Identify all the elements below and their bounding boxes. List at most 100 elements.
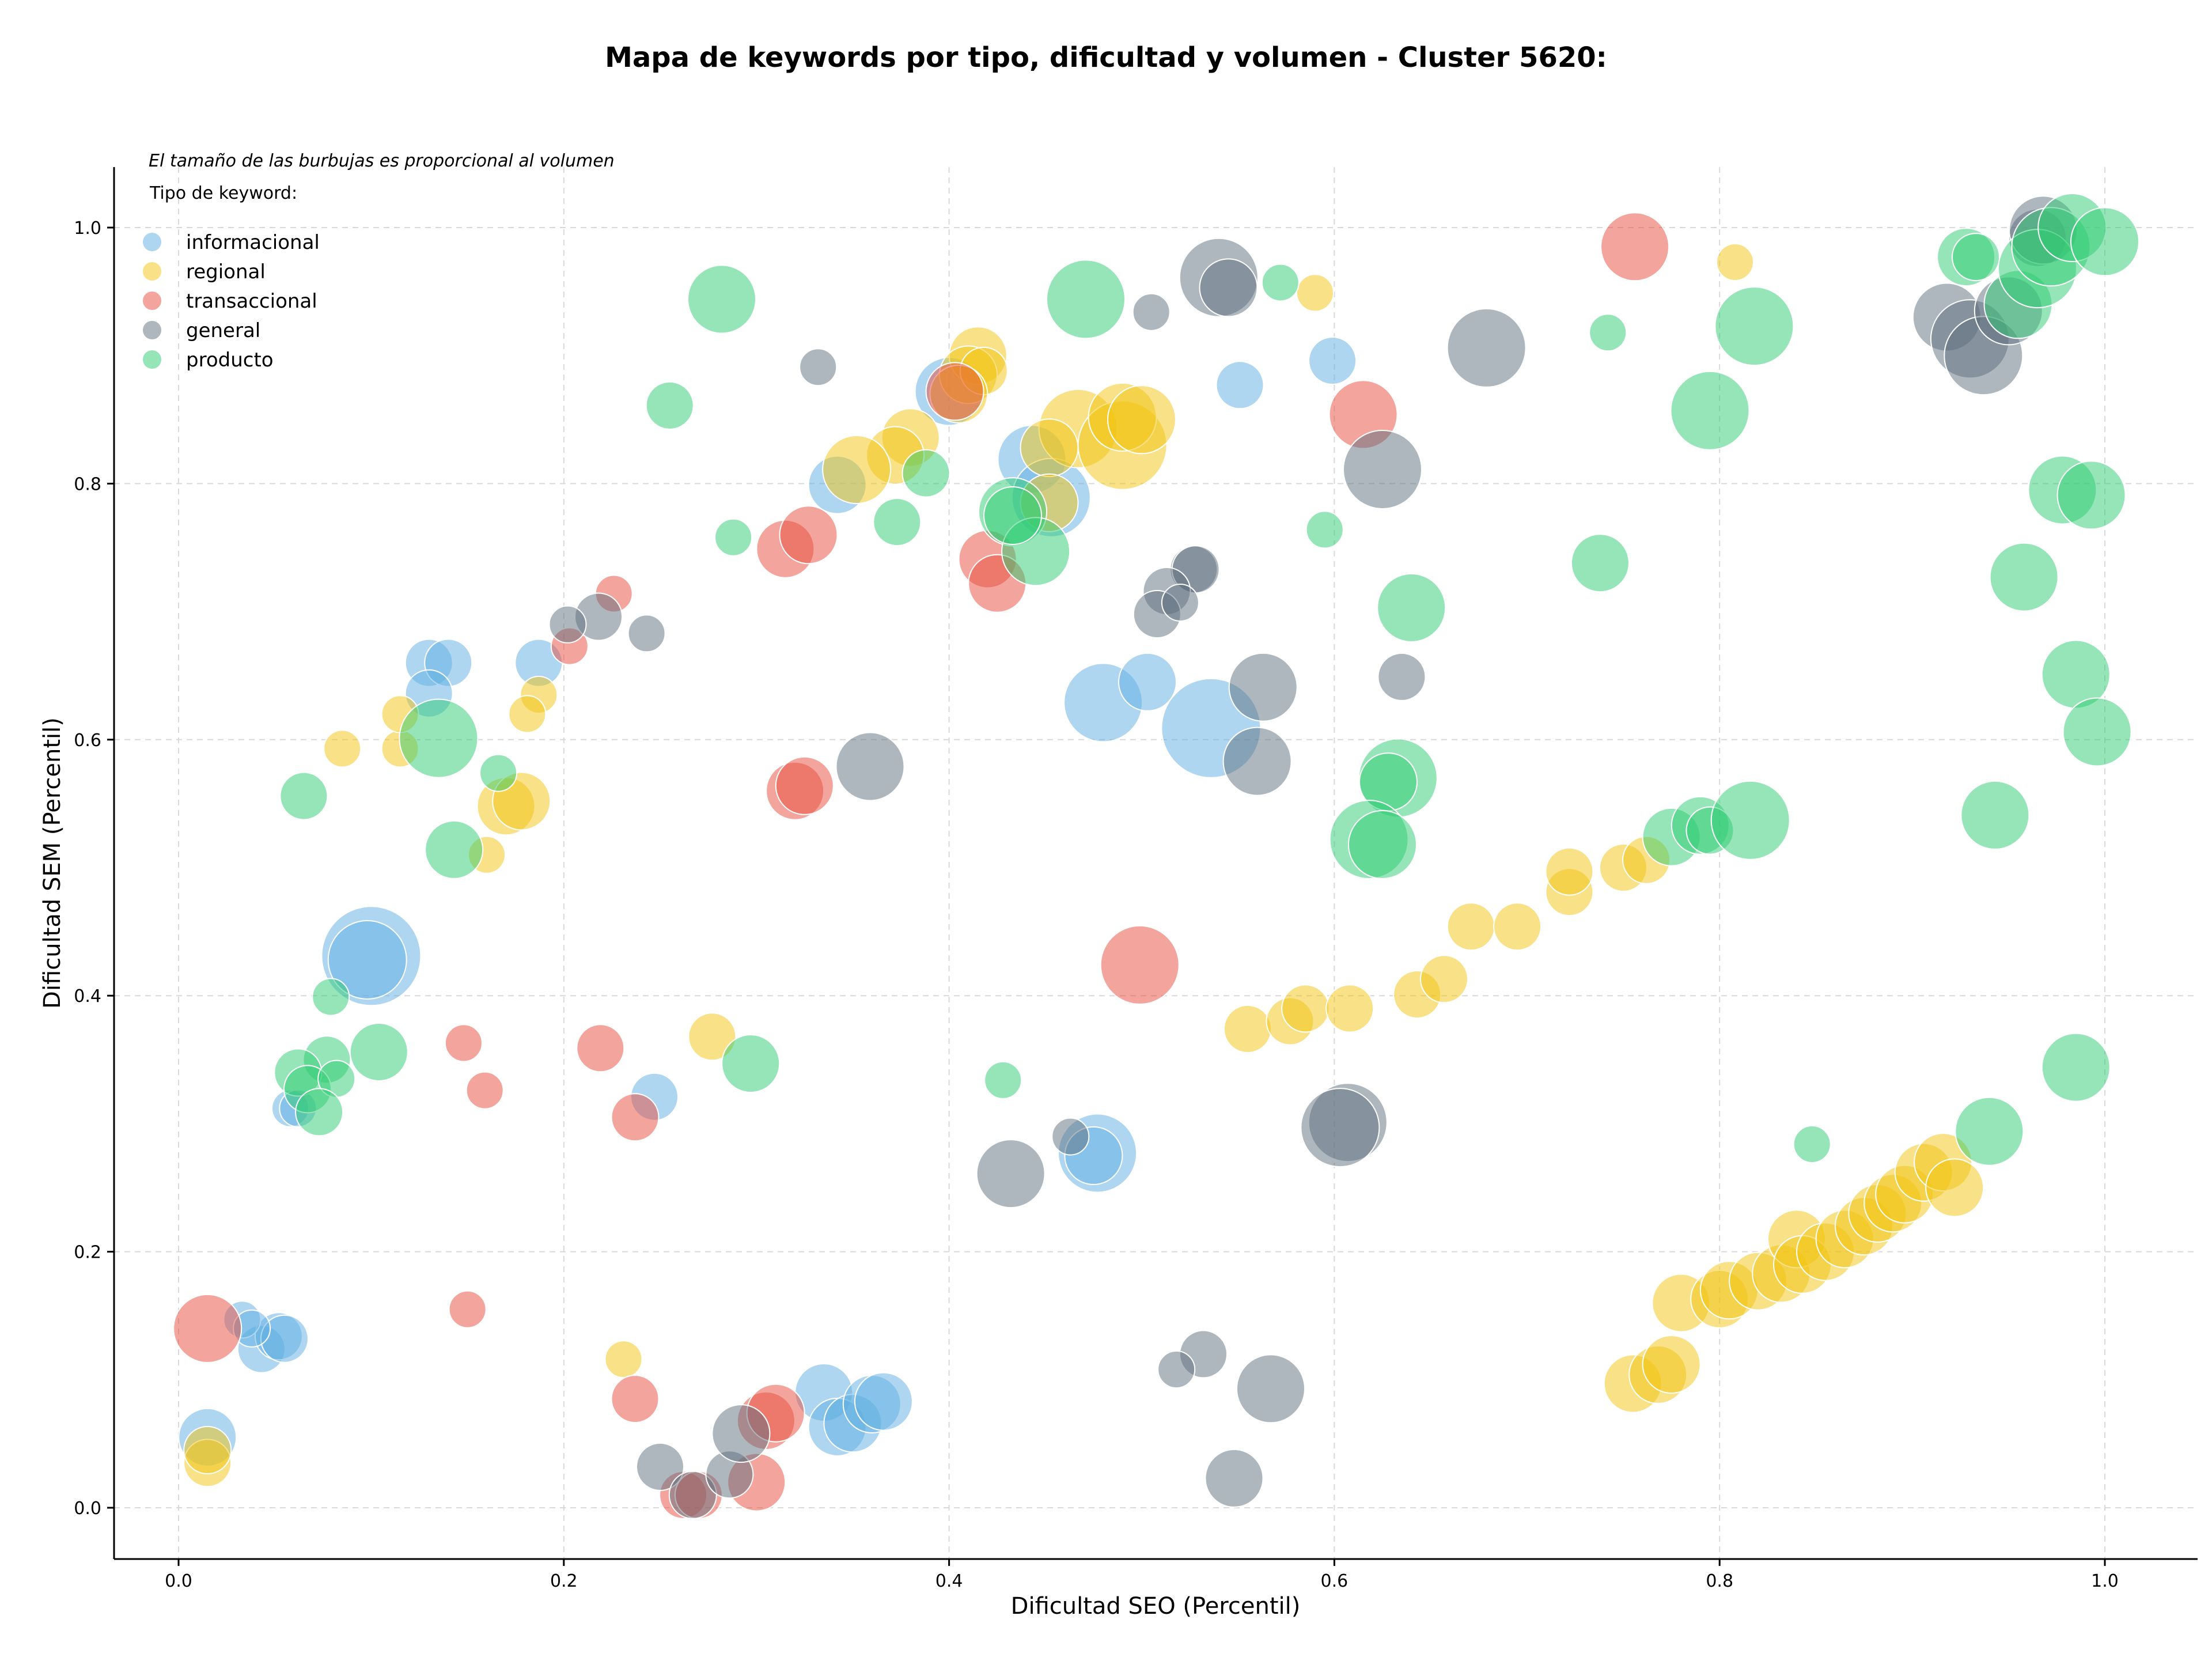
data-point — [1955, 1096, 2024, 1166]
data-point — [1710, 780, 1790, 860]
series-producto — [274, 193, 2139, 1166]
data-point — [548, 605, 587, 644]
x-tick-label: 0.0 — [165, 1571, 192, 1591]
data-point — [1046, 259, 1126, 339]
data-point — [1589, 313, 1627, 352]
legend-marker — [142, 349, 162, 370]
data-point — [1236, 1354, 1305, 1424]
legend-label: transaccional — [186, 290, 317, 313]
data-point — [1228, 652, 1298, 722]
data-point — [1051, 1117, 1090, 1156]
data-point — [721, 1034, 781, 1093]
legend-marker — [142, 261, 162, 282]
legend-marker — [142, 290, 162, 311]
data-point — [1222, 727, 1292, 796]
data-point — [636, 1442, 684, 1491]
data-point — [902, 449, 950, 498]
data-point — [1305, 510, 1344, 549]
data-point — [1714, 286, 1794, 366]
data-point — [1446, 308, 1527, 388]
data-point — [1989, 542, 2059, 612]
data-point — [1793, 1125, 1831, 1163]
data-point — [279, 771, 328, 820]
data-point — [2070, 207, 2139, 277]
legend-marker — [142, 232, 162, 252]
legend-title: Tipo de keyword: — [149, 183, 297, 203]
data-point — [1493, 902, 1542, 951]
y-tick-label: 0.2 — [74, 1243, 101, 1263]
data-point — [984, 1061, 1022, 1099]
data-point — [668, 1470, 717, 1519]
data-point — [1161, 584, 1199, 622]
y-tick-label: 0.4 — [74, 986, 101, 1007]
data-point — [1377, 652, 1426, 701]
data-point — [2041, 1032, 2111, 1102]
data-point — [714, 518, 753, 557]
bubbles — [173, 193, 2139, 1519]
grid — [114, 167, 2198, 1559]
data-point — [1545, 847, 1594, 896]
data-point — [1325, 984, 1374, 1033]
data-point — [1446, 902, 1495, 951]
data-point — [1642, 1335, 1701, 1394]
data-point — [1348, 810, 1417, 879]
data-point — [976, 1139, 1046, 1209]
data-point — [327, 920, 407, 1000]
data-point — [983, 486, 1042, 545]
data-point — [1261, 263, 1300, 302]
data-point — [1308, 336, 1357, 385]
data-point — [444, 1024, 483, 1062]
legend-label: producto — [186, 349, 274, 372]
legend-marker — [142, 320, 162, 340]
data-point — [1020, 418, 1079, 478]
data-point — [1215, 361, 1264, 410]
y-axis-label: Dificultad SEM (Percentil) — [39, 717, 66, 1009]
y-tick-label: 1.0 — [74, 218, 101, 239]
data-point — [1157, 1350, 1196, 1388]
data-point — [1199, 258, 1258, 317]
data-point — [1420, 955, 1468, 1004]
data-point — [711, 1404, 771, 1463]
data-point — [1600, 212, 1670, 282]
x-tick-label: 0.4 — [935, 1571, 963, 1591]
data-point — [349, 1023, 408, 1081]
data-point — [775, 756, 834, 815]
x-tick-label: 0.2 — [550, 1571, 578, 1591]
data-point — [854, 1372, 913, 1431]
data-point — [576, 1024, 625, 1073]
y-tick-label: 0.0 — [74, 1499, 101, 1519]
data-point — [1296, 274, 1334, 312]
data-point — [1377, 573, 1446, 642]
data-point — [479, 754, 518, 792]
data-point — [1570, 534, 1630, 593]
data-point — [465, 1071, 504, 1110]
legend-label: informacional — [186, 231, 320, 254]
data-point — [1300, 1088, 1380, 1168]
ticks: 0.0 0.2 0.4 0.6 0.8 1.0 0.0 0.2 0.4 0.6 0.8 1.0 — [74, 218, 2119, 1591]
data-point — [1716, 243, 1754, 281]
series-informacional — [178, 336, 1357, 1467]
legend: Tipo de keyword: informacional regional tr… — [142, 183, 320, 372]
data-point — [508, 695, 547, 733]
x-tick-label: 0.8 — [1706, 1571, 1733, 1591]
data-point — [183, 1426, 232, 1474]
legend-label: general — [186, 319, 260, 342]
data-point — [1281, 984, 1330, 1033]
data-point — [611, 1375, 660, 1424]
x-axis-label: Dificultad SEO (Percentil) — [1011, 1593, 1301, 1620]
series-general — [548, 195, 2078, 1519]
data-point — [873, 498, 922, 547]
data-point — [645, 381, 694, 430]
data-point — [295, 1088, 344, 1137]
data-point — [1107, 385, 1176, 455]
data-point — [925, 362, 984, 421]
data-point — [323, 729, 362, 768]
x-tick-label: 0.6 — [1321, 1571, 1349, 1591]
data-point — [687, 264, 756, 334]
x-tick-label: 1.0 — [2091, 1571, 2119, 1591]
data-point — [1118, 652, 1177, 712]
data-point — [822, 435, 892, 504]
bubble-size-note: El tamaño de las burbujas es proporciona… — [149, 151, 615, 171]
